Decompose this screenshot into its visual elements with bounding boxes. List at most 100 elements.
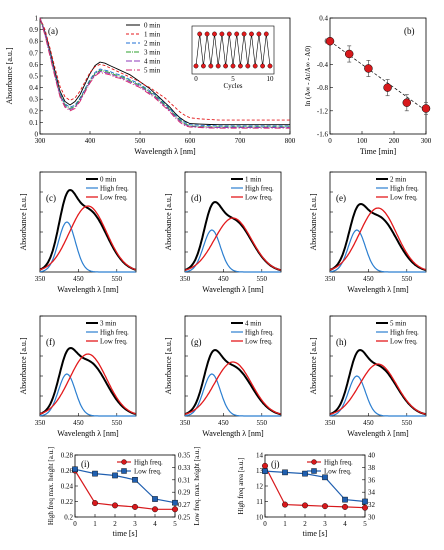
y2-tick-label: 30	[368, 514, 376, 522]
x-tick-label: 700	[235, 137, 246, 145]
x-axis-label: Wavelength λ [nm]	[347, 429, 409, 438]
y-tick-label: 0	[35, 131, 39, 139]
y-tick-label: -0.4	[317, 61, 329, 69]
inset-point	[237, 63, 243, 69]
legend-entry: 2 min	[144, 40, 161, 48]
y-tick-label: 11	[256, 498, 263, 506]
panel-h: 350 450 550 Wavelength λ [nm] Absorbance [a.…	[309, 315, 427, 438]
x-tick-label: 450	[218, 419, 229, 427]
x-tick-label: 0	[328, 137, 332, 145]
y-axis-label: High freq max. height [a.u.]	[47, 447, 55, 525]
inset-x-label: Cycles	[223, 82, 242, 90]
inset-point	[197, 31, 203, 37]
y2-tick-label: 0.35	[178, 452, 191, 460]
y-tick-label: 14	[256, 452, 264, 460]
x-axis-label: Wavelength λ [nm]	[202, 285, 264, 294]
y2-tick-label: 0.29	[178, 489, 191, 497]
legend-entry: High freq.	[390, 329, 419, 337]
panel-label: (i)	[81, 459, 90, 469]
y-tick-label: 0.8	[29, 38, 38, 46]
high-freq-curve	[39, 221, 136, 273]
inset-point	[193, 63, 199, 69]
legend-entry: High freq.	[390, 185, 419, 193]
x-tick-label: 400	[85, 137, 96, 145]
total-curve	[184, 348, 281, 416]
x-tick-label: 300	[35, 137, 46, 145]
low-freq-curve	[39, 205, 136, 271]
y-tick-label: 0.3	[29, 96, 38, 104]
panel-g-frame	[184, 315, 282, 417]
x-tick-label: 0	[73, 520, 77, 528]
y-tick-label: 0.4	[29, 84, 38, 92]
y-axis-label: High freq area [a.u.]	[237, 458, 245, 515]
x-tick-label: 500	[135, 137, 146, 145]
x-tick-label: 550	[402, 275, 413, 283]
data-point	[344, 49, 354, 59]
y-axis-label: Absorbance [a.u.]	[5, 47, 14, 104]
panel-a: 300 400 500 600 700 800 0 0.1 0.2 0.3 0.4 0.5 0.6 0.7…	[5, 15, 296, 157]
y-tick-label: 12	[256, 483, 264, 491]
y2-tick-label: 0.27	[178, 501, 191, 509]
x-tick-label: 2	[113, 520, 117, 528]
x-axis-label: Wavelength λ [nm]	[57, 285, 119, 294]
x-tick-label: 350	[180, 275, 191, 283]
x-axis-label: time [s]	[113, 529, 138, 538]
high-freq-curve	[329, 375, 426, 417]
inset-point	[241, 31, 247, 37]
legend-entry: High freq.	[100, 185, 129, 193]
data-point	[172, 499, 178, 506]
x-tick-label: 0	[263, 520, 267, 528]
panel-d-frame	[184, 171, 282, 273]
data-point	[402, 98, 412, 107]
x-tick-label: 4	[153, 520, 157, 528]
y-tick-label: 0.6	[29, 61, 38, 69]
data-point	[364, 64, 373, 73]
legend-entry: 4 min	[245, 320, 262, 328]
x-tick-label: 350	[35, 419, 46, 427]
panel-c: 350 450 550 Wavelength λ [nm] Absorbance [a.…	[19, 171, 137, 294]
y-tick-label: 0.26	[61, 467, 74, 475]
legend-marker	[311, 468, 317, 474]
x-tick-label: 600	[185, 137, 196, 145]
x-axis-label: time [s]	[303, 529, 328, 538]
inset-point	[226, 31, 232, 37]
panel-label: (d)	[191, 193, 202, 203]
y-tick-label: 0.7	[29, 49, 38, 57]
legend-entry: 1 min	[245, 176, 262, 184]
panel-label: (b)	[404, 26, 415, 36]
data-point	[362, 504, 369, 511]
panel-d: 350 450 550 Wavelength λ [nm] Absorbance [a.…	[164, 171, 282, 294]
data-point	[91, 500, 98, 507]
y2-tick-label: 0.25	[178, 514, 191, 522]
legend-entry: 5 min	[390, 320, 407, 328]
data-point	[302, 502, 309, 509]
legend-entry: Low freq.	[390, 194, 418, 202]
panel-c-frame	[39, 171, 137, 273]
x-tick-label: 350	[180, 419, 191, 427]
legend-entry: Low freq.	[245, 194, 273, 202]
y-axis-label: Absorbance [a.u.]	[164, 193, 173, 250]
y-tick-label: -1.2	[317, 107, 329, 115]
panel-f: 350 450 550 Wavelength λ [nm] Absorbance [a.…	[19, 315, 137, 438]
y-tick-label: 0.24	[61, 483, 74, 491]
high-freq-curve	[184, 229, 281, 273]
inset-point	[256, 31, 262, 37]
legend-entry: High freq.	[134, 459, 163, 467]
y-tick-label: 0.22	[61, 498, 74, 506]
x-tick-label: 4	[343, 520, 347, 528]
inset-x-tick-label: 5	[231, 75, 235, 83]
x-tick-label: 100	[357, 137, 368, 145]
inset-point	[208, 63, 214, 69]
data-point	[302, 470, 308, 477]
y-tick-label: 0.1	[29, 119, 38, 127]
y-tick-label: 1	[35, 15, 39, 23]
legend-entry: High freq.	[100, 329, 129, 337]
y2-tick-label: 0.31	[178, 476, 191, 484]
y2-tick-label: 36	[368, 476, 376, 484]
panel-label: (c)	[46, 193, 56, 203]
x-tick-label: 550	[112, 275, 123, 283]
y2-tick-label: 0.33	[178, 464, 191, 472]
legend-entry: High freq.	[245, 185, 274, 193]
inset-point	[223, 63, 229, 69]
